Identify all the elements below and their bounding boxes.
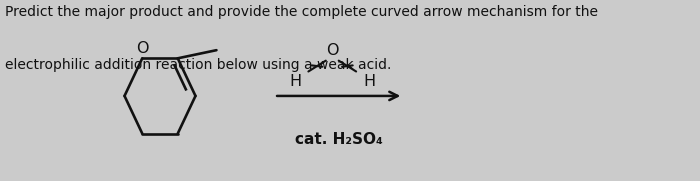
Text: cat. H₂SO₄: cat. H₂SO₄ <box>295 132 383 147</box>
Text: H: H <box>363 74 375 89</box>
Text: O: O <box>136 41 148 56</box>
Text: electrophilic addition reaction below using a weak acid.: electrophilic addition reaction below us… <box>5 58 391 72</box>
Text: Predict the major product and provide the complete curved arrow mechanism for th: Predict the major product and provide th… <box>5 5 598 19</box>
Text: O: O <box>326 43 339 58</box>
Text: H: H <box>289 74 302 89</box>
